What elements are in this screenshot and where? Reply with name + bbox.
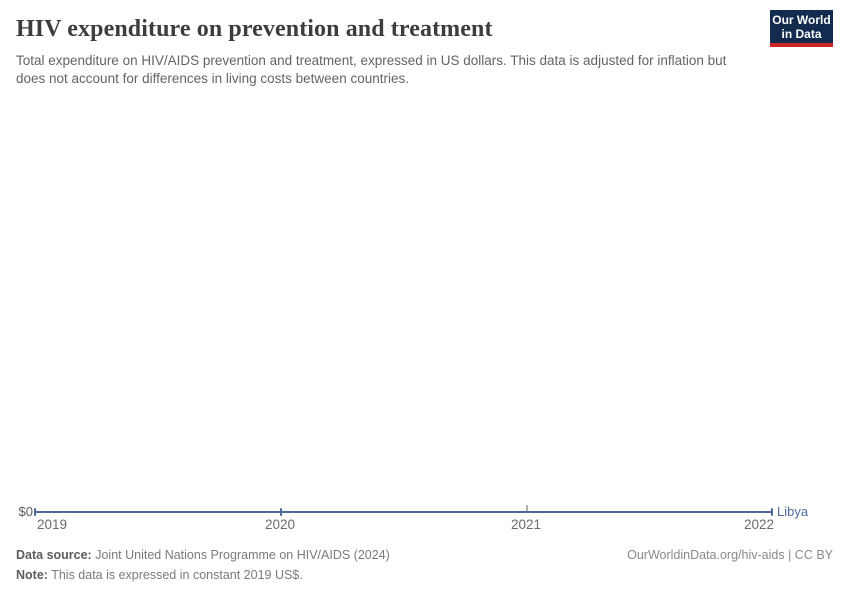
y-axis-label-zero: $0 — [18, 504, 33, 519]
x-axis-label-2019: 2019 — [37, 517, 68, 532]
data-point-marker-2019[interactable] — [34, 508, 36, 516]
owid-logo[interactable]: Our World in Data — [770, 10, 833, 47]
owid-logo-red-stripe — [770, 43, 833, 47]
x-axis-tick-2021 — [526, 505, 528, 511]
data-source-line: Data source: Joint United Nations Progra… — [16, 548, 390, 562]
data-point-marker-2022[interactable] — [771, 508, 773, 516]
data-source-value: Joint United Nations Programme on HIV/AI… — [95, 548, 390, 562]
owid-logo-line2: in Data — [781, 27, 822, 41]
x-axis-label-2021: 2021 — [510, 517, 542, 532]
x-axis-label-2022: 2022 — [743, 517, 774, 532]
note-line: Note: This data is expressed in constant… — [16, 568, 303, 582]
page-title: HIV expenditure on prevention and treatm… — [16, 16, 493, 42]
line-series-libya[interactable] — [35, 511, 772, 513]
note-value: This data is expressed in constant 2019 … — [51, 568, 303, 582]
series-label-libya[interactable]: Libya — [777, 504, 809, 519]
attribution-link[interactable]: OurWorldinData.org/hiv-aids | CC BY — [627, 548, 833, 562]
chart-subtitle: Total expenditure on HIV/AIDS prevention… — [16, 53, 727, 86]
x-axis-label-2020: 2020 — [264, 517, 296, 532]
owid-logo-text: Our World in Data — [770, 10, 833, 43]
note-label: Note: — [16, 568, 48, 582]
data-source-label: Data source: — [16, 548, 92, 562]
owid-logo-line1: Our World — [772, 13, 831, 27]
data-point-marker-2020[interactable] — [280, 508, 282, 516]
